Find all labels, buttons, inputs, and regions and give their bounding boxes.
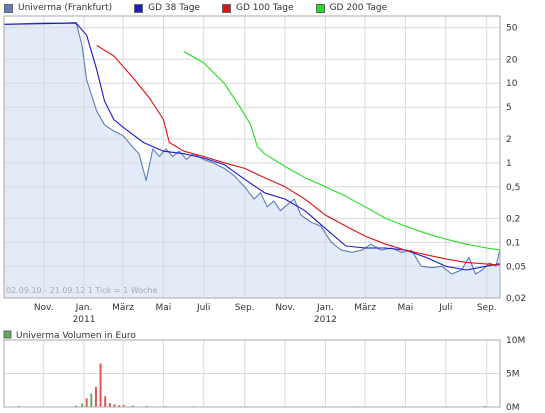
price-x-tick-label: Nov. (275, 303, 295, 313)
chart-info-text: 02.09.10 - 21.09.12 1 Tick = 1 Woche (6, 286, 158, 295)
price-x-tick-label: Sep. (477, 303, 497, 313)
chart-legend: Univerma (Frankfurt) GD 38 Tage GD 100 T… (0, 0, 545, 16)
volume-bar (483, 405, 486, 407)
volume-bar (118, 405, 121, 407)
legend-label-gd200: GD 200 Tage (329, 3, 388, 13)
price-x-tick-label: Jan. (75, 303, 93, 313)
volume-bar (104, 396, 107, 407)
legend-item-price: Univerma (Frankfurt) (4, 3, 112, 13)
price-y-tick-label: 0,5 (506, 183, 520, 193)
price-line-univerma (3, 21, 501, 275)
volume-bar (75, 405, 78, 407)
price-year-label: 2012 (314, 315, 337, 325)
volume-bar (145, 405, 148, 407)
volume-y-tick-label: 5M (506, 370, 520, 380)
volume-bar (90, 393, 93, 407)
volume-y-tick-label: 10M (506, 336, 525, 346)
price-x-tick-label: Mai (155, 303, 171, 313)
price-plot-frame (3, 15, 501, 299)
price-y-tick-label: 10 (506, 79, 518, 89)
legend-label-price: Univerma (Frankfurt) (18, 3, 113, 13)
price-x-tick-label: Jan. (316, 303, 334, 313)
legend-swatch-price (4, 3, 13, 13)
legend-label-gd38: GD 38 Tage (148, 3, 200, 13)
legend-label-gd100: GD 100 Tage (235, 3, 294, 13)
legend-swatch-gd100 (221, 3, 231, 13)
price-panel: 50 20 10 5 2 1 0,5 0,2 0,1 0,05 0,02 Nov. Jan. März Ma… (3, 15, 526, 325)
volume-plot-frame (3, 339, 501, 408)
price-x-tick-label: Nov. (34, 303, 54, 313)
volume-bar (18, 405, 21, 407)
price-x-tick-label: Juli (438, 303, 452, 313)
price-y-tick-label: 2 (506, 135, 512, 145)
legend-item-gd38: GD 38 Tage (134, 3, 200, 13)
price-line-gd200 (183, 51, 501, 251)
volume-bar (108, 402, 111, 407)
price-y-tick-label: 1 (506, 159, 512, 169)
legend-swatch-gd200 (315, 3, 325, 13)
volume-legend-swatch (3, 330, 12, 339)
volume-bar (99, 363, 102, 407)
price-y-tick-label: 20 (506, 55, 518, 65)
price-x-tick-label: Juli (196, 303, 210, 313)
price-y-tick-label: 0,2 (506, 214, 520, 224)
volume-bar (113, 404, 116, 407)
volume-panel: 10M 5M 0M (3, 336, 525, 413)
price-year-label: 2011 (73, 315, 96, 325)
volume-bar (81, 403, 84, 407)
price-x-tick-label: März (354, 303, 376, 313)
price-x-tick-label: Mai (398, 303, 414, 313)
price-y-tick-label: 5 (506, 103, 512, 113)
volume-bar (94, 386, 97, 407)
volume-legend-label: Univerma Volumen in Euro (16, 331, 136, 341)
volume-bar (85, 398, 88, 407)
price-x-tick-label: Sep. (235, 303, 255, 313)
price-line-gd100 (96, 44, 501, 266)
legend-item-gd100: GD 100 Tage (221, 3, 294, 13)
volume-legend: Univerma Volumen in Euro (3, 330, 136, 341)
price-y-tick-label: 0,05 (506, 262, 526, 272)
price-area-fill (4, 22, 500, 298)
volume-bar (131, 405, 134, 407)
volume-bar (122, 404, 125, 407)
price-y-tick-label: 0,02 (506, 294, 526, 304)
price-x-tick-label: März (112, 303, 134, 313)
price-y-tick-label: 0,1 (506, 238, 520, 248)
legend-item-gd200: GD 200 Tage (315, 3, 388, 13)
volume-y-tick-label: 0M (506, 403, 520, 413)
legend-swatch-gd38 (134, 3, 144, 13)
price-y-tick-label: 50 (506, 24, 518, 34)
